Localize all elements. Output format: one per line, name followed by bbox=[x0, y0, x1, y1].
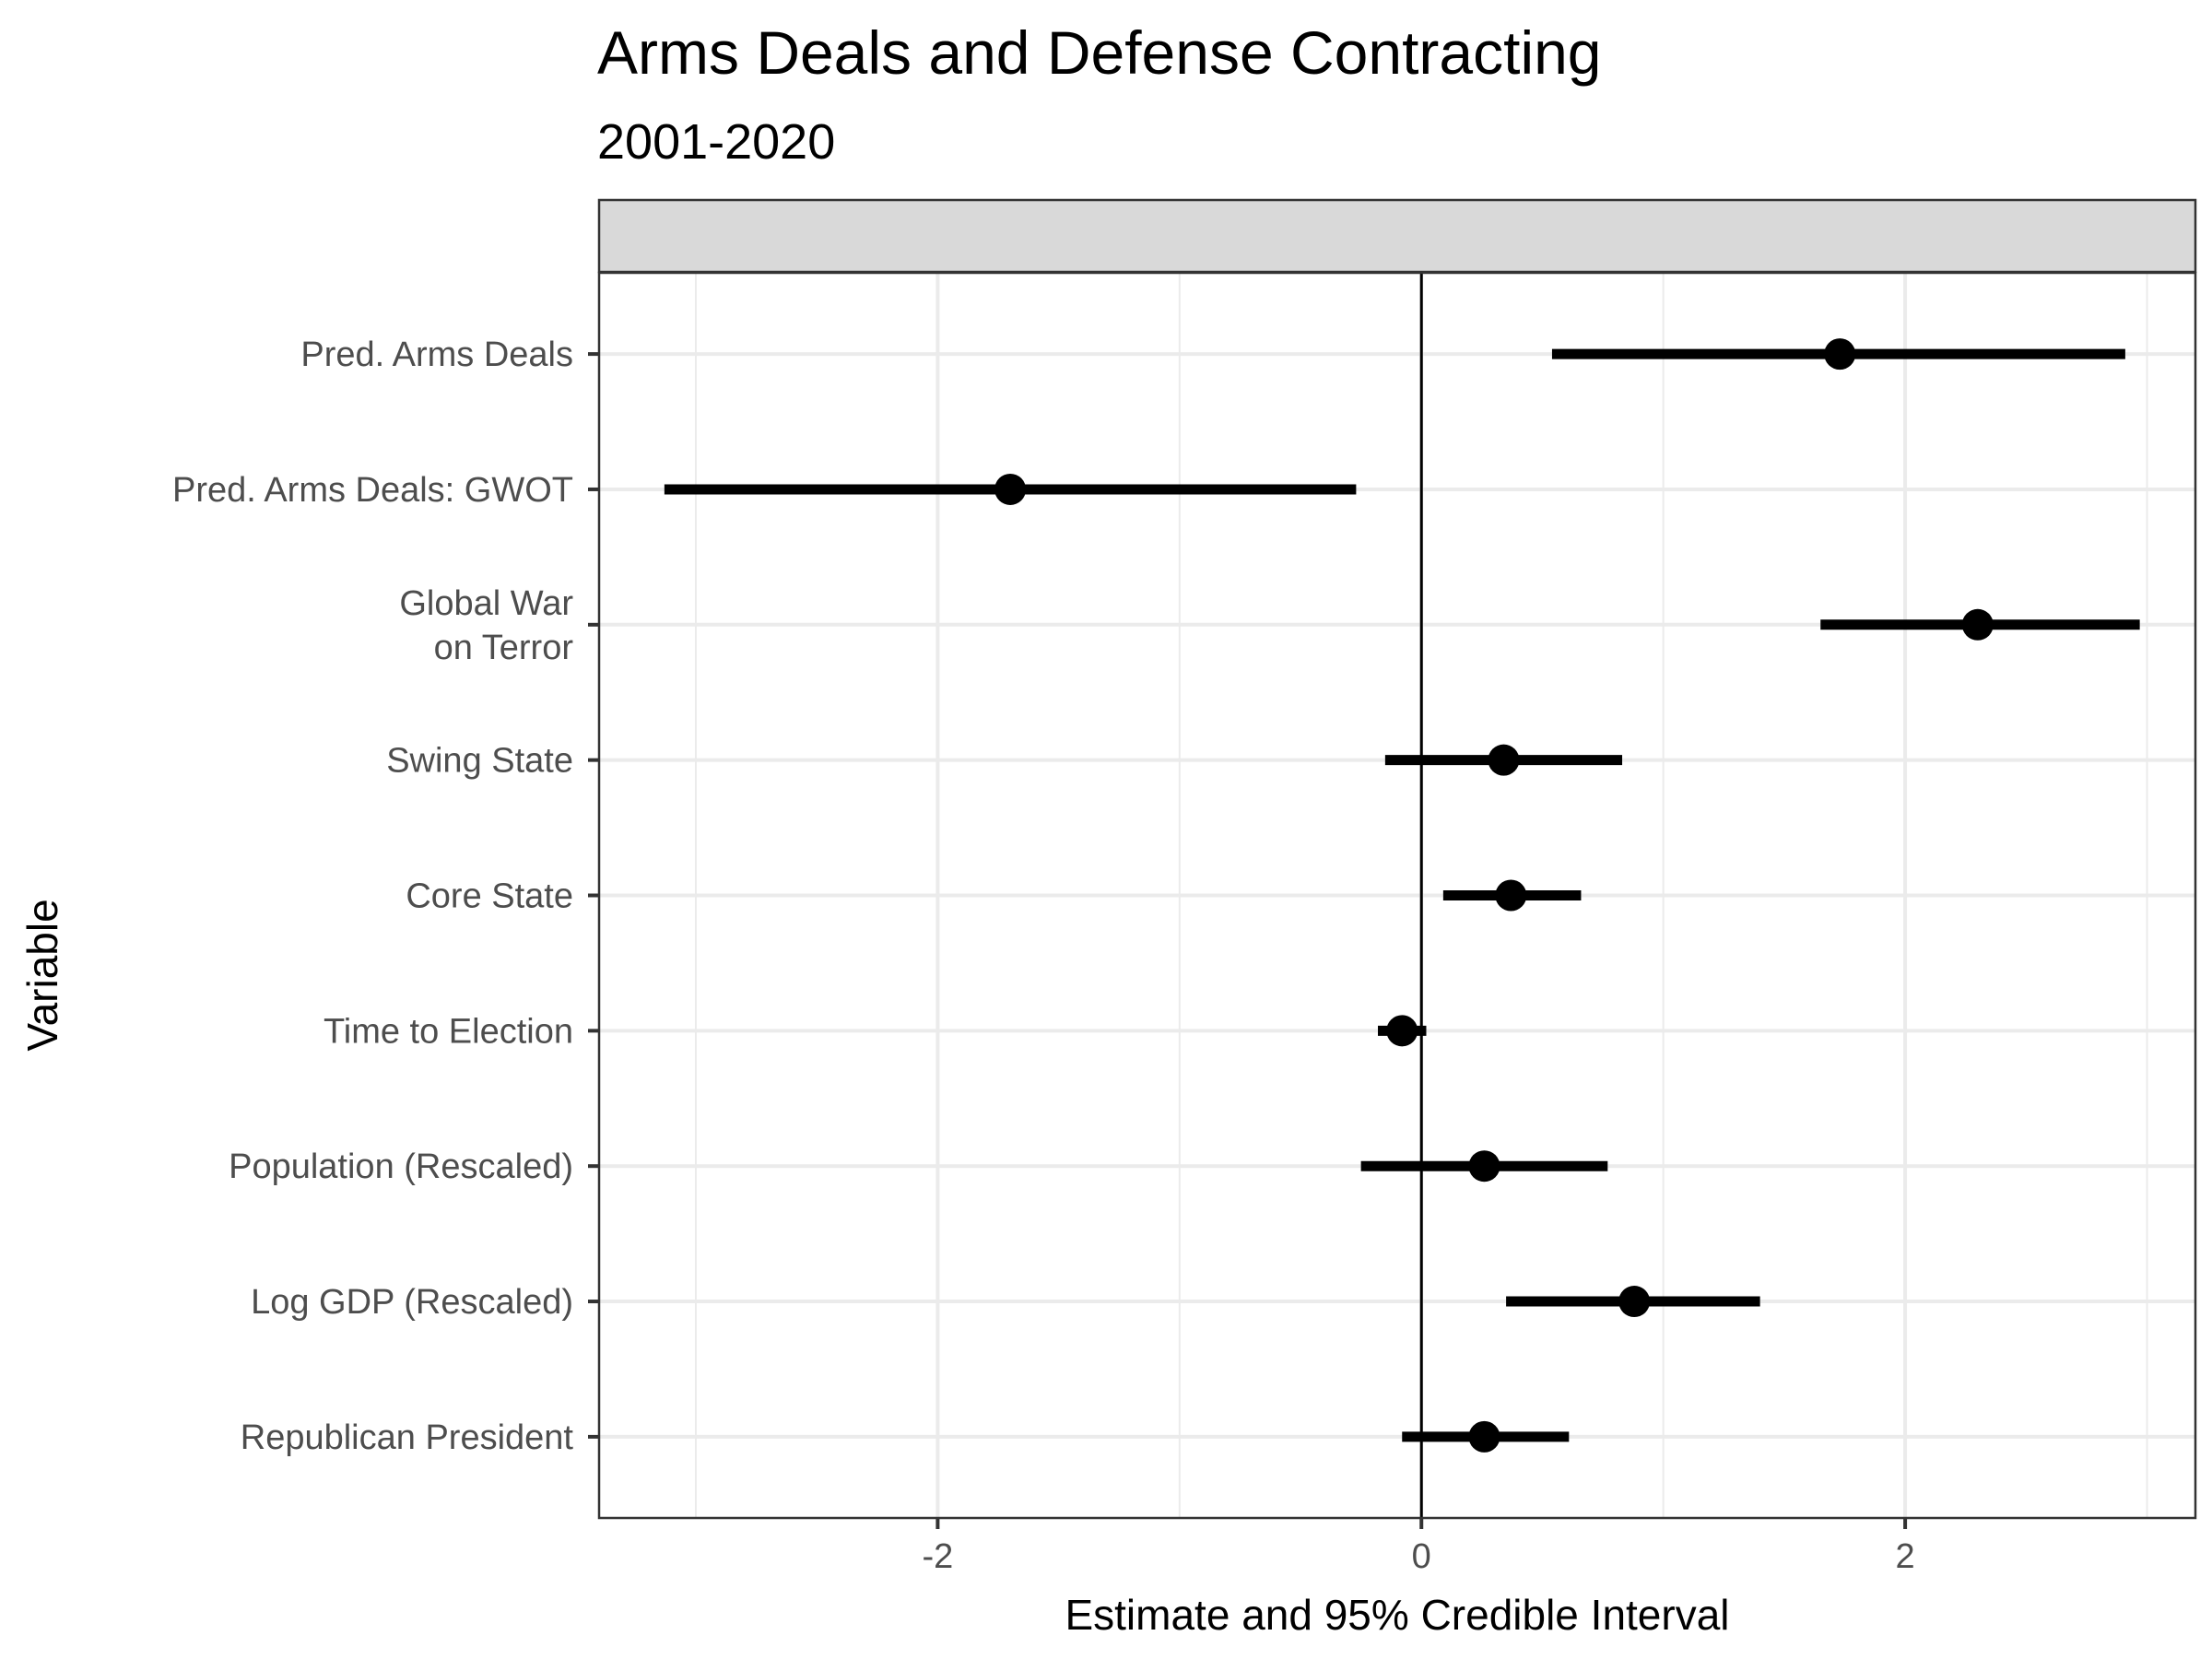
y-tick-label: Republican President bbox=[241, 1418, 574, 1457]
x-axis-title: Estimate and 95% Credible Interval bbox=[1065, 1591, 1729, 1639]
y-tick-label: Pred. Arms Deals bbox=[300, 335, 573, 374]
point-estimate bbox=[1961, 608, 1994, 641]
point-estimate bbox=[1618, 1286, 1651, 1318]
gridlines bbox=[599, 273, 2195, 1518]
chart-subtitle: 2001-2020 bbox=[597, 114, 835, 170]
point-estimate bbox=[1824, 338, 1856, 371]
y-tick-label: Log GDP (Rescaled) bbox=[251, 1283, 573, 1322]
point-estimate bbox=[1468, 1420, 1500, 1453]
y-axis-title: Variable bbox=[18, 899, 66, 1051]
y-tick-label: Pred. Arms Deals: GWOT bbox=[172, 471, 573, 510]
facet-strip bbox=[597, 198, 2197, 274]
y-tick-label: Time to Election bbox=[324, 1012, 573, 1051]
x-tick-label: 0 bbox=[1412, 1537, 1431, 1576]
y-tick-label: Population (Rescaled) bbox=[229, 1147, 573, 1186]
y-tick-label: Core State bbox=[406, 877, 573, 916]
x-tick-label: 2 bbox=[1896, 1537, 1915, 1576]
y-axis-ticks: Pred. Arms Deals Pred. Arms Deals: GWOT Gl… bbox=[172, 335, 599, 1457]
point-estimate bbox=[994, 473, 1027, 505]
point-estimates bbox=[994, 338, 1994, 1453]
y-tick-label: Swing State bbox=[386, 742, 573, 781]
point-estimate bbox=[1386, 1015, 1418, 1047]
x-tick-label: -2 bbox=[922, 1537, 953, 1576]
y-tick-label: Global War on Terror bbox=[399, 584, 573, 667]
point-estimate bbox=[1468, 1150, 1500, 1182]
point-estimate bbox=[1495, 879, 1527, 912]
point-estimate bbox=[1488, 744, 1520, 776]
x-axis-ticks: -2 0 2 bbox=[922, 1518, 1915, 1576]
chart-title: Arms Deals and Defense Contracting bbox=[597, 18, 1602, 87]
